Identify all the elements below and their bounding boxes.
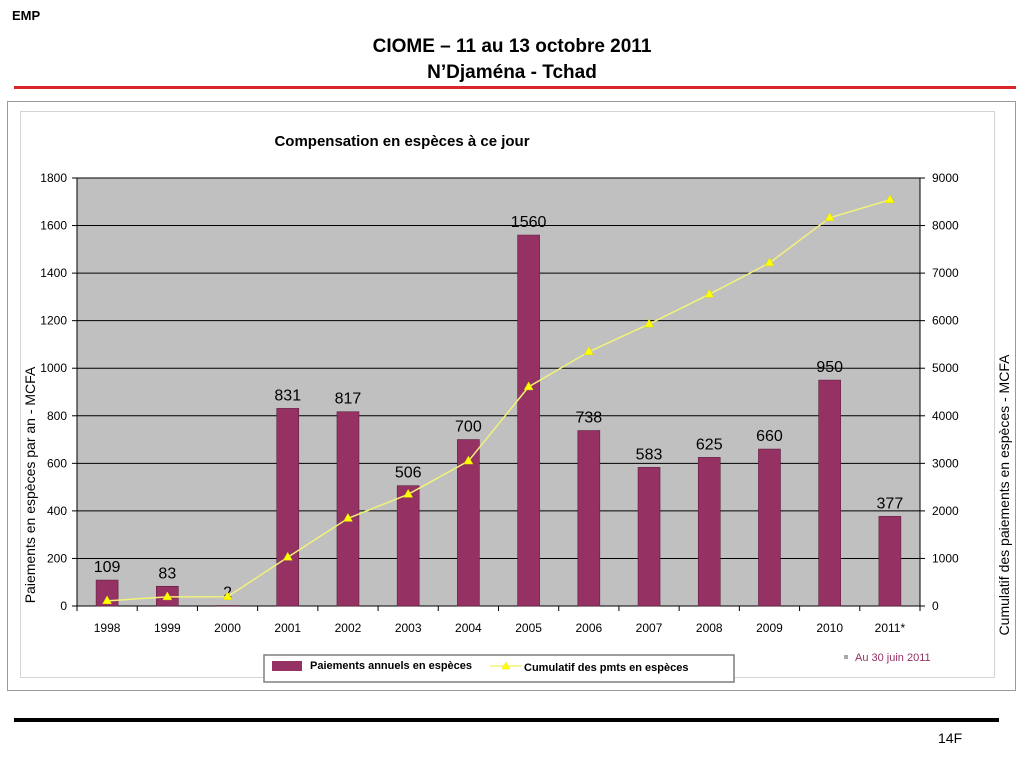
chart-legend: Paiements annuels en espèces Cumulatif d… — [263, 654, 735, 683]
y-right-tick-label: 9000 — [932, 171, 959, 185]
cumulative-point — [764, 257, 775, 267]
title-divider — [14, 86, 1016, 89]
page-number: 14F — [938, 730, 963, 746]
y-right-tick-label: 1000 — [932, 551, 959, 565]
bar — [396, 485, 420, 607]
y-right-tick-label: 8000 — [932, 219, 959, 233]
bar-data-label: 109 — [94, 559, 121, 576]
chart-title: Compensation en espèces à ce jour — [274, 133, 529, 150]
cumulative-line — [107, 199, 891, 602]
y-right-tick-label: 5000 — [932, 361, 959, 375]
x-tick-label: 2005 — [515, 621, 542, 635]
x-tick-label: 2006 — [575, 621, 602, 635]
y-left-tick-label: 400 — [47, 504, 67, 518]
x-tick-label: 2002 — [335, 621, 362, 635]
cumulative-point — [644, 318, 654, 328]
bar-data-label: 506 — [395, 465, 422, 482]
cumulative-point — [583, 346, 594, 356]
bar — [577, 430, 601, 607]
slide-subtitle: N’Djaména - Tchad — [427, 62, 597, 83]
bar — [517, 234, 540, 607]
y-right-tick-label: 4000 — [932, 409, 959, 423]
bar — [336, 411, 360, 607]
bar-data-label: 700 — [455, 419, 482, 436]
y-right-tick-label: 3000 — [932, 456, 959, 470]
bar-data-label: 738 — [575, 410, 602, 427]
bar — [457, 439, 480, 607]
x-tick-label: 2000 — [214, 621, 241, 635]
y-left-tick-label: 1200 — [40, 314, 67, 328]
plot-area — [77, 178, 920, 606]
x-tick-label: 1998 — [94, 621, 121, 635]
y-axis-left-title: Paiements en espèces par an - MCFA — [22, 366, 38, 604]
cumulative-point — [222, 591, 233, 601]
legend-line-marker — [501, 661, 511, 670]
bar — [697, 457, 721, 607]
y-right-tick-label: 0 — [932, 599, 939, 613]
y-right-tick-label: 6000 — [932, 314, 959, 328]
bar-data-label: 625 — [696, 436, 723, 453]
cumulative-point — [102, 595, 113, 605]
bar — [276, 408, 300, 607]
bar-data-label: 583 — [636, 446, 663, 463]
bar-data-label: 817 — [335, 391, 362, 408]
bar — [95, 579, 119, 607]
y-left-tick-label: 1600 — [40, 219, 67, 233]
x-tick-label: 2001 — [274, 621, 301, 635]
bar-data-label: 1560 — [511, 214, 547, 231]
footer-divider — [14, 718, 999, 722]
legend-bar-swatch — [272, 661, 302, 671]
x-tick-label: 2007 — [636, 621, 663, 635]
chart-footnote: Au 30 juin 2011 — [844, 652, 931, 664]
y-right-tick-label: 7000 — [932, 266, 959, 280]
cumulative-point — [704, 288, 715, 298]
y-left-tick-label: 1000 — [40, 361, 67, 375]
x-tick-label: 2004 — [455, 621, 482, 635]
bar-data-label: 950 — [816, 359, 843, 376]
x-tick-label: 2010 — [816, 621, 843, 635]
cumulative-point — [162, 591, 173, 601]
x-tick-label: 2011* — [875, 621, 906, 635]
y-axis-right-title: Cumulatif des paiements en espèces - MCF… — [996, 354, 1012, 636]
y-left-tick-label: 1400 — [40, 266, 67, 280]
cumulative-point — [343, 512, 353, 522]
cumulative-point — [884, 194, 895, 204]
y-left-tick-label: 600 — [47, 456, 67, 470]
cumulative-point — [282, 551, 293, 561]
bar — [818, 379, 841, 607]
bar — [758, 448, 781, 607]
cumulative-point — [463, 455, 474, 465]
bar — [637, 467, 661, 607]
y-left-tick-label: 1800 — [40, 171, 67, 185]
legend-bar-label: Paiements annuels en espèces — [310, 660, 472, 672]
x-tick-label: 2003 — [395, 621, 422, 635]
bar — [878, 516, 902, 607]
y-left-tick-label: 0 — [60, 599, 67, 613]
bar-data-label: 377 — [877, 495, 904, 512]
bar-data-label: 660 — [756, 428, 783, 445]
y-right-tick-label: 2000 — [932, 504, 959, 518]
cumulative-point — [824, 212, 835, 222]
cumulative-point — [523, 381, 534, 391]
bar-data-label: 83 — [158, 565, 176, 582]
legend-line-label: Cumulatif des pmts en espèces — [524, 662, 688, 674]
footnote-text: Au 30 juin 2011 — [855, 652, 931, 664]
cumulative-point — [403, 488, 414, 498]
legend-frame — [263, 654, 735, 683]
x-tick-label: 2009 — [756, 621, 783, 635]
org-tag: EMP — [12, 8, 41, 23]
bar-data-label: 831 — [274, 387, 301, 404]
x-tick-label: 2008 — [696, 621, 723, 635]
y-left-tick-label: 200 — [47, 551, 67, 565]
slide-title: CIOME – 11 au 13 octobre 2011 — [372, 36, 652, 57]
y-left-tick-label: 800 — [47, 409, 67, 423]
x-tick-label: 1999 — [154, 621, 181, 635]
footnote-bullet — [844, 655, 848, 659]
